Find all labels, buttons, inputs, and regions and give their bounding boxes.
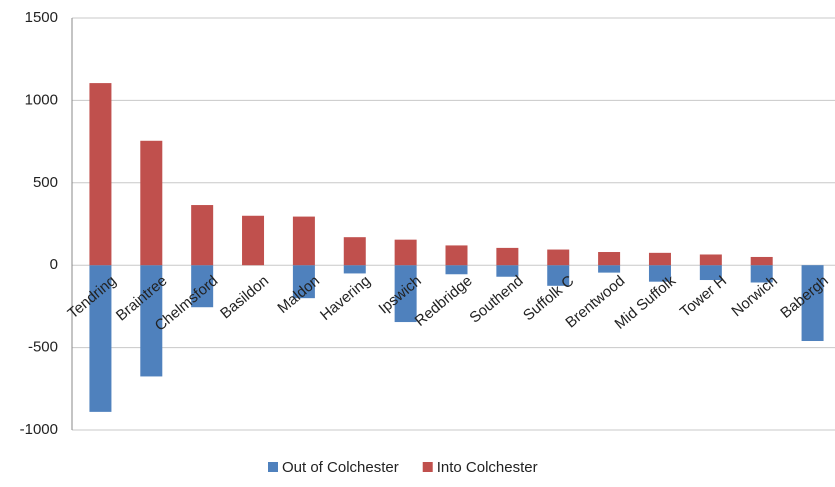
y-tick-label: 0 xyxy=(50,256,58,273)
bar xyxy=(648,252,671,266)
bar xyxy=(648,265,671,282)
bar xyxy=(750,256,773,266)
legend-swatch xyxy=(268,462,278,472)
bar xyxy=(292,216,315,266)
bar xyxy=(191,265,214,308)
y-tick-label: 1000 xyxy=(25,91,58,108)
x-tick-label: Havering xyxy=(317,272,374,324)
bar xyxy=(496,265,519,277)
legend-label: Out of Colchester xyxy=(282,459,399,476)
x-tick-label: Redbridge xyxy=(412,272,476,330)
bar xyxy=(140,140,163,266)
bar xyxy=(801,265,824,342)
bar xyxy=(598,265,621,273)
bar xyxy=(445,245,468,266)
bar xyxy=(445,265,468,275)
y-tick-label: 1500 xyxy=(25,9,58,26)
bar xyxy=(699,265,722,281)
x-tick-label: Basildon xyxy=(217,272,272,322)
bar xyxy=(750,265,773,283)
bar xyxy=(598,252,621,266)
bar xyxy=(547,249,570,266)
y-tick-label: 500 xyxy=(33,174,58,191)
bar xyxy=(394,265,417,323)
bar xyxy=(394,239,417,266)
bar xyxy=(89,83,112,266)
bar xyxy=(547,265,570,286)
legend-label: Into Colchester xyxy=(437,459,538,476)
legend-swatch xyxy=(422,462,433,472)
bar xyxy=(343,237,366,266)
bar xyxy=(140,265,163,377)
bar xyxy=(191,205,214,266)
y-tick-label: -500 xyxy=(28,339,58,356)
x-tick-label: Southend xyxy=(466,272,526,326)
bar xyxy=(89,265,112,412)
bar xyxy=(292,265,315,299)
bar xyxy=(242,215,265,266)
bar xyxy=(699,254,722,266)
y-tick-label: -1000 xyxy=(20,421,58,438)
bar xyxy=(496,247,519,266)
bar xyxy=(343,265,366,274)
